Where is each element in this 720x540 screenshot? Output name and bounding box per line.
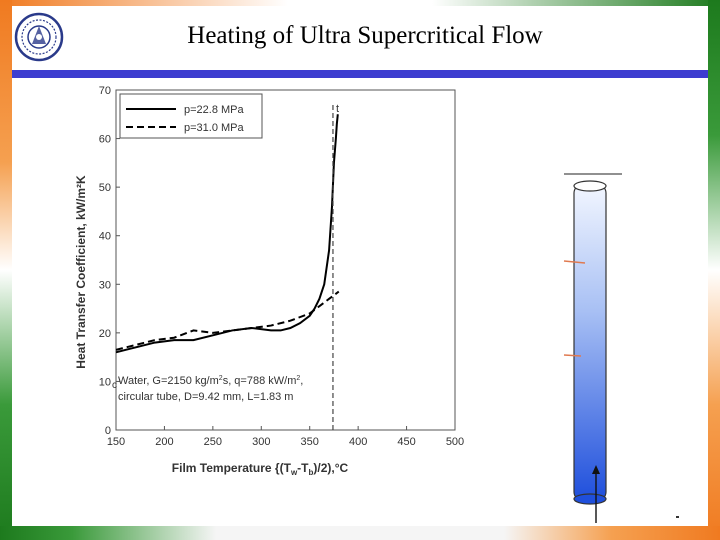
x-tick-label: 250 — [204, 436, 222, 448]
heat-transfer-chart: 150 200 250 300 350 400 450 500010203040506070 … — [74, 85, 464, 477]
x-axis-label: Film Temperature {(Tw-Tb)/2),°C — [172, 461, 349, 477]
x-tick-label: 150 — [107, 436, 125, 448]
x-tick-label: 200 — [155, 436, 173, 448]
x-axis-label-sub2: b — [309, 468, 314, 477]
frame-bottom-border — [0, 526, 720, 540]
heat-input-marker-lower — [563, 354, 582, 357]
heat-input-marker-upper — [563, 260, 586, 264]
tick-prefix-label: c — [112, 380, 117, 391]
x-tick-label: 350 — [301, 436, 319, 448]
annotation-sup1: 2 — [219, 375, 223, 382]
y-tick-label: 40 — [99, 231, 111, 243]
x-tick-label: 450 — [397, 436, 415, 448]
annotation-line2: circular tube, D=9.42 mm, L=1.83 m — [118, 391, 293, 403]
series-line-2 — [115, 290, 340, 351]
annotation-line1-a: Water, G=2150 kg/m — [118, 375, 219, 387]
frame-top-border — [0, 0, 720, 6]
y-axis-label: Heat Transfer Coefficient, kW/m²K — [74, 175, 88, 369]
legend-label-1: p=22.8 MPa — [184, 104, 245, 116]
critical-temp-label: t — [336, 103, 339, 115]
y-tick-label: 30 — [99, 279, 111, 291]
y-tick-label: 70 — [99, 85, 111, 97]
chart-legend: p=22.8 MPa p=31.0 MPa — [119, 93, 263, 139]
x-tick-label: 400 — [349, 436, 367, 448]
x-tick-label: 300 — [252, 436, 270, 448]
slide-title: Heating of Ultra Supercritical Flow — [187, 22, 543, 49]
x-axis-label-mid: -T — [297, 461, 309, 475]
plot-frame — [115, 89, 456, 431]
y-tick-label: 0 — [105, 425, 111, 437]
frame-right-border — [708, 0, 720, 540]
chart-axes — [115, 89, 456, 431]
legend-label-2: p=31.0 MPa — [184, 122, 245, 134]
chart-series: t — [115, 103, 340, 430]
y-tick-label: 50 — [99, 182, 111, 194]
x-axis-label-prefix: Film Temperature {(T — [172, 461, 292, 475]
y-tick-label: 20 — [99, 328, 111, 340]
series-line-1 — [115, 114, 339, 354]
annotation-line1-c: , — [300, 375, 303, 387]
slide-footer-mark — [676, 516, 679, 518]
annotation-line1-b: s, q=788 kW/m — [223, 375, 297, 387]
x-axis-label-sub1: w — [290, 468, 298, 477]
circular-tube-diagram-icon — [563, 173, 622, 523]
frame-left-border — [0, 0, 12, 540]
institute-seal-icon — [14, 12, 64, 62]
annotation-sup2: 2 — [296, 375, 300, 382]
x-axis-label-suffix: )/2),°C — [313, 461, 348, 475]
y-tick-label: 60 — [99, 134, 111, 146]
title-rule — [12, 70, 708, 78]
annotation-line1: Water, G=2150 kg/m2s, q=788 kW/m2, — [118, 375, 303, 387]
y-tick-label: 10 — [99, 376, 111, 388]
x-tick-label: 500 — [446, 436, 464, 448]
chart-ticks: 150 200 250 300 350 400 450 500 0 10 20 30 40 50 60 70 — [99, 85, 464, 448]
legend-box — [119, 93, 263, 139]
